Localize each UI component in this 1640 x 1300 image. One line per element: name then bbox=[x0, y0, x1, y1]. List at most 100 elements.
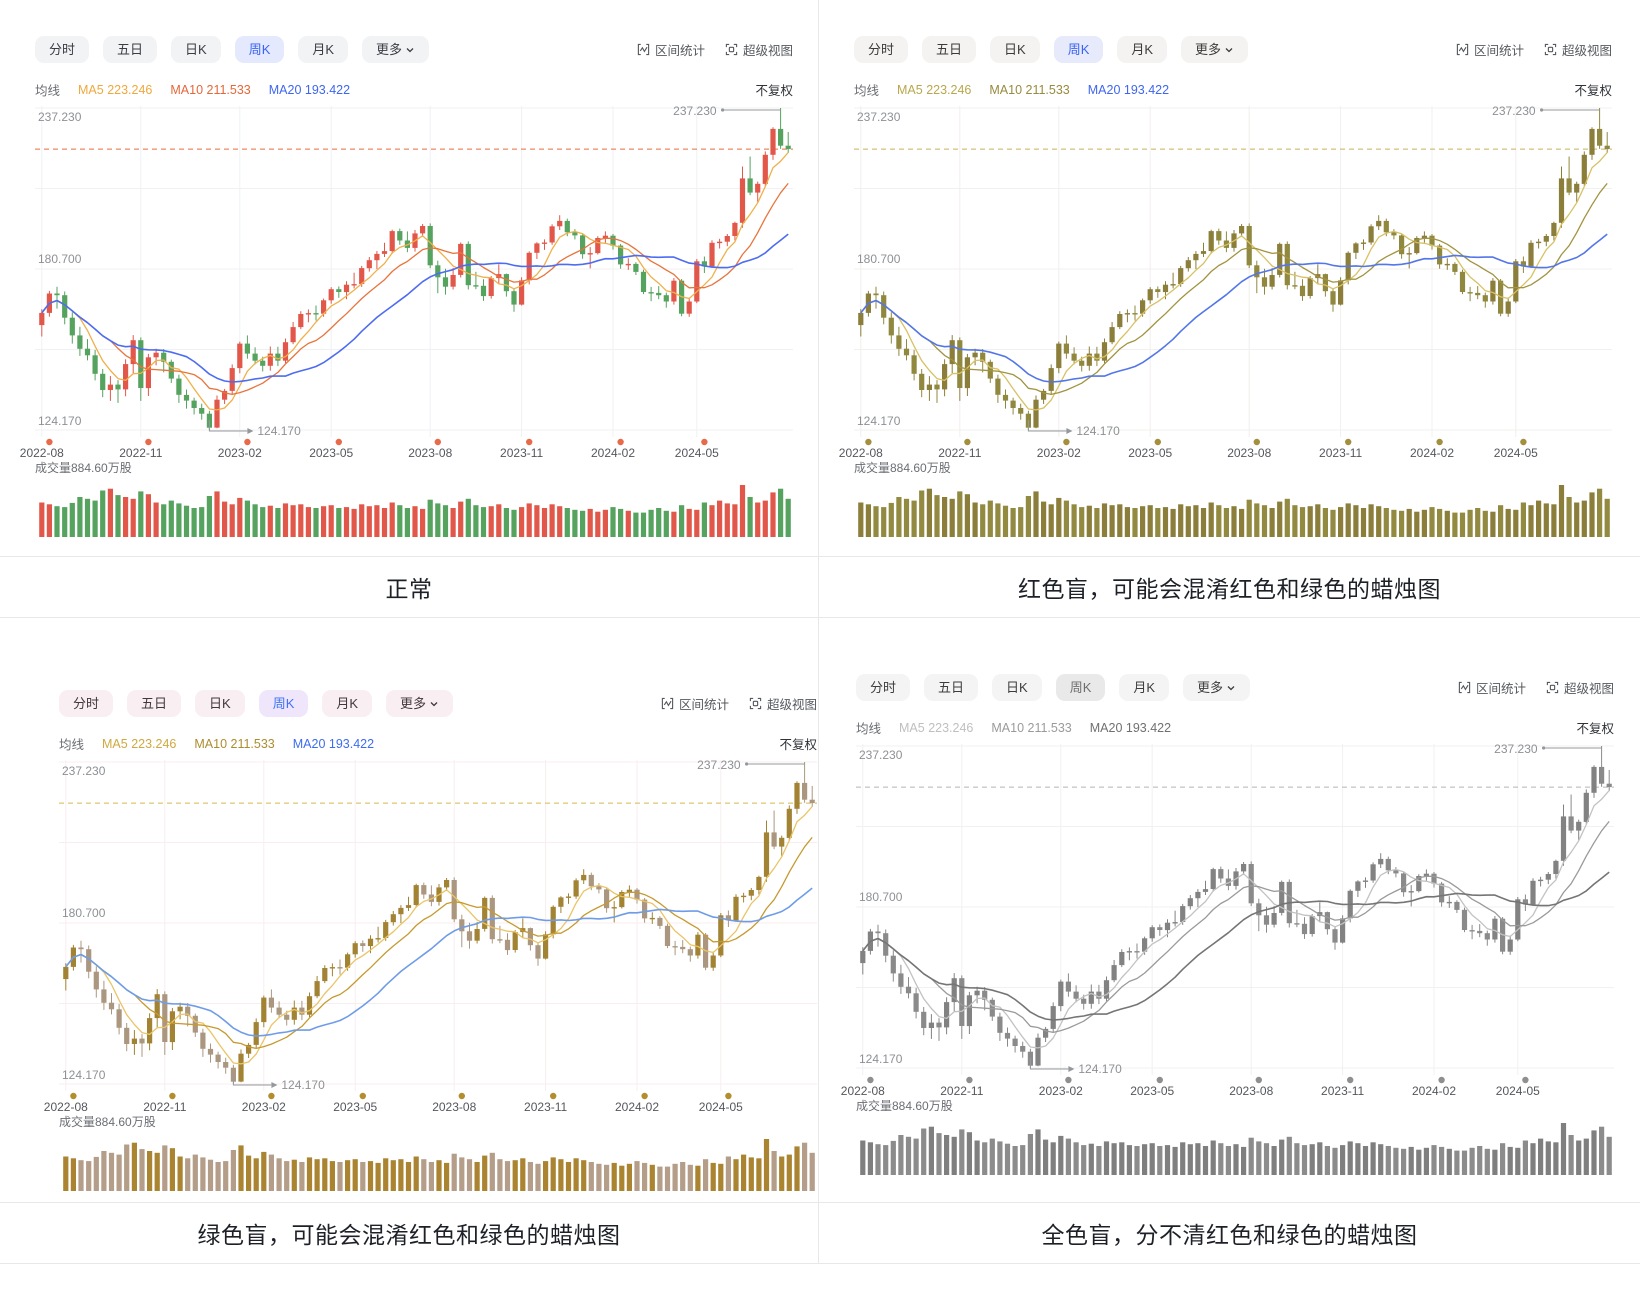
period-toolbar: 分时 五日 日K 周K 月K 更多 区间统计 超级视图 bbox=[35, 36, 793, 63]
tab-intraday[interactable]: 分时 bbox=[59, 690, 114, 717]
footer-spacer bbox=[0, 1264, 1640, 1300]
tab-daily-k[interactable]: 日K bbox=[992, 674, 1042, 701]
svg-text:2023-05: 2023-05 bbox=[309, 446, 353, 460]
svg-text:2024-02: 2024-02 bbox=[615, 1100, 659, 1114]
range-stats-button[interactable]: 区间统计 bbox=[1458, 678, 1526, 697]
svg-text:2023-08: 2023-08 bbox=[1229, 1084, 1273, 1098]
chart-panel-achromatopsia: 分时 五日 日K 周K 月K 更多 区间统计 超级视图 均线 MA5 223.2… bbox=[819, 618, 1640, 1202]
tab-monthly-k[interactable]: 月K bbox=[1117, 36, 1168, 63]
super-view-label: 超级视图 bbox=[766, 698, 817, 712]
range-stats-label: 区间统计 bbox=[678, 698, 729, 712]
ma-prefix-label: 均线 bbox=[854, 84, 880, 98]
super-view-label: 超级视图 bbox=[1563, 682, 1614, 696]
tab-intraday[interactable]: 分时 bbox=[856, 674, 911, 701]
svg-text:2024-05: 2024-05 bbox=[699, 1100, 743, 1114]
svg-text:2023-02: 2023-02 bbox=[1039, 1084, 1083, 1098]
ma-prefix-label: 均线 bbox=[59, 738, 85, 752]
tab-weekly-k[interactable]: 周K bbox=[258, 690, 309, 717]
caption-protanopia: 红色盲，可能会混淆红色和绿色的蜡烛图 bbox=[819, 556, 1640, 618]
svg-text:2023-05: 2023-05 bbox=[333, 1100, 377, 1114]
svg-text:2023-02: 2023-02 bbox=[1037, 446, 1081, 460]
more-button[interactable]: 更多 bbox=[1181, 36, 1249, 63]
svg-text:180.700: 180.700 bbox=[859, 890, 903, 904]
adjust-mode-label[interactable]: 不复权 bbox=[1574, 84, 1612, 98]
tab-five-day[interactable]: 五日 bbox=[103, 36, 158, 63]
ma5-value: MA5 223.246 bbox=[78, 82, 153, 97]
ma20-value: MA20 193.422 bbox=[292, 736, 375, 751]
ma5-value: MA5 223.246 bbox=[899, 720, 974, 735]
tab-daily-k[interactable]: 日K bbox=[990, 36, 1040, 63]
svg-text:2024-02: 2024-02 bbox=[591, 446, 635, 460]
svg-text:124.170: 124.170 bbox=[38, 414, 82, 428]
more-button[interactable]: 更多 bbox=[362, 36, 430, 63]
candlestick-chart[interactable]: 237.230 124.170 237.230 180.700 124.170 2022-… bbox=[821, 638, 1639, 1194]
tab-weekly-k[interactable]: 周K bbox=[234, 36, 285, 63]
candlestick-chart[interactable]: 237.230 124.170 237.230 180.700 124.170 2022-… bbox=[24, 654, 819, 1202]
ma10-value: MA10 211.533 bbox=[989, 82, 1070, 97]
super-view-icon bbox=[725, 43, 738, 56]
svg-text:2023-05: 2023-05 bbox=[1128, 446, 1172, 460]
chevron-down-icon bbox=[1227, 685, 1235, 690]
super-view-button[interactable]: 超级视图 bbox=[749, 694, 817, 713]
range-stats-button[interactable]: 区间统计 bbox=[637, 40, 705, 59]
svg-text:2023-02: 2023-02 bbox=[242, 1100, 286, 1114]
more-button[interactable]: 更多 bbox=[1183, 674, 1251, 701]
more-button[interactable]: 更多 bbox=[386, 690, 454, 717]
svg-text:124.170: 124.170 bbox=[62, 1068, 106, 1082]
tab-weekly-k[interactable]: 周K bbox=[1053, 36, 1104, 63]
tab-daily-k[interactable]: 日K bbox=[195, 690, 245, 717]
period-tabs: 分时 五日 日K 周K 月K 更多 bbox=[856, 674, 1251, 701]
ma20-value: MA20 193.422 bbox=[1089, 720, 1172, 735]
tab-five-day[interactable]: 五日 bbox=[922, 36, 977, 63]
adjust-mode-label[interactable]: 不复权 bbox=[755, 84, 793, 98]
range-stats-icon bbox=[661, 697, 674, 710]
tab-five-day[interactable]: 五日 bbox=[924, 674, 979, 701]
tab-daily-k[interactable]: 日K bbox=[171, 36, 221, 63]
adjust-mode-label[interactable]: 不复权 bbox=[779, 738, 817, 752]
ma20-value: MA20 193.422 bbox=[268, 82, 351, 97]
svg-text:2024-02: 2024-02 bbox=[1410, 446, 1454, 460]
candlestick-chart[interactable]: 237.230 124.170 237.230 180.700 124.170 2022-… bbox=[0, 0, 818, 556]
range-stats-icon bbox=[1458, 681, 1471, 694]
svg-text:2024-02: 2024-02 bbox=[1412, 1084, 1456, 1098]
adjust-mode-label[interactable]: 不复权 bbox=[1576, 722, 1614, 736]
svg-text:成交量884.60万股: 成交量884.60万股 bbox=[35, 460, 132, 475]
tab-five-day[interactable]: 五日 bbox=[127, 690, 182, 717]
tab-monthly-k[interactable]: 月K bbox=[298, 36, 349, 63]
range-stats-button[interactable]: 区间统计 bbox=[1456, 40, 1524, 59]
caption-achromatopsia: 全色盲，分不清红色和绿色的蜡烛图 bbox=[819, 1202, 1640, 1264]
svg-text:2023-08: 2023-08 bbox=[1227, 446, 1271, 460]
svg-text:2023-08: 2023-08 bbox=[432, 1100, 476, 1114]
svg-text:237.230: 237.230 bbox=[1492, 104, 1536, 118]
tab-monthly-k[interactable]: 月K bbox=[1119, 674, 1170, 701]
svg-text:2022-11: 2022-11 bbox=[940, 1084, 983, 1098]
svg-text:2024-05: 2024-05 bbox=[675, 446, 719, 460]
candlestick-chart[interactable]: 237.230 124.170 237.230 180.700 124.170 2022-… bbox=[819, 0, 1637, 556]
super-view-button[interactable]: 超级视图 bbox=[1546, 678, 1614, 697]
period-toolbar: 分时 五日 日K 周K 月K 更多 区间统计 超级视图 bbox=[854, 36, 1612, 63]
chevron-down-icon bbox=[430, 701, 438, 706]
ma10-value: MA10 211.533 bbox=[194, 736, 275, 751]
super-view-button[interactable]: 超级视图 bbox=[725, 40, 793, 59]
svg-text:237.230: 237.230 bbox=[697, 758, 741, 772]
ma-prefix-label: 均线 bbox=[856, 722, 882, 736]
svg-text:2022-08: 2022-08 bbox=[841, 1084, 885, 1098]
tab-weekly-k[interactable]: 周K bbox=[1055, 674, 1106, 701]
tab-intraday[interactable]: 分时 bbox=[854, 36, 909, 63]
svg-text:237.230: 237.230 bbox=[857, 110, 901, 124]
svg-text:124.170: 124.170 bbox=[281, 1078, 325, 1092]
svg-text:124.170: 124.170 bbox=[1078, 1062, 1122, 1076]
svg-text:124.170: 124.170 bbox=[857, 414, 901, 428]
svg-text:237.230: 237.230 bbox=[859, 748, 903, 762]
tab-monthly-k[interactable]: 月K bbox=[322, 690, 373, 717]
svg-text:成交量884.60万股: 成交量884.60万股 bbox=[854, 460, 951, 475]
range-stats-button[interactable]: 区间统计 bbox=[661, 694, 729, 713]
super-view-button[interactable]: 超级视图 bbox=[1544, 40, 1612, 59]
svg-text:237.230: 237.230 bbox=[1494, 742, 1538, 756]
super-view-label: 超级视图 bbox=[742, 44, 793, 58]
more-label: 更多 bbox=[376, 42, 403, 57]
svg-text:2023-11: 2023-11 bbox=[1321, 1084, 1364, 1098]
more-label: 更多 bbox=[400, 696, 427, 711]
tab-intraday[interactable]: 分时 bbox=[35, 36, 90, 63]
ma-legend: 均线 MA5 223.246 MA10 211.533 MA20 193.422… bbox=[59, 734, 817, 753]
